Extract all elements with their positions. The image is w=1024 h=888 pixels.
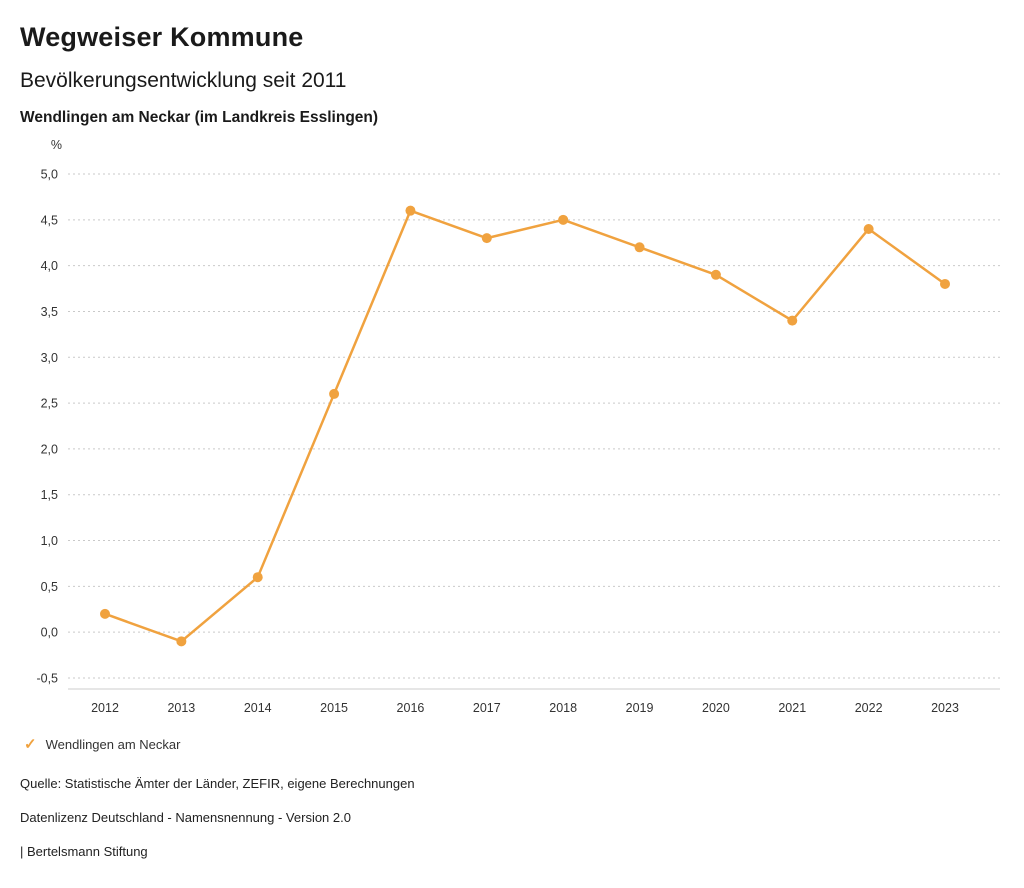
y-tick-label: 2,0 <box>41 442 58 456</box>
source-text: Quelle: Statistische Ämter der Länder, Z… <box>20 776 415 791</box>
y-axis-unit-label: % <box>51 138 62 152</box>
y-tick-label: 3,5 <box>41 305 58 319</box>
data-point[interactable] <box>863 223 874 234</box>
x-tick-label: 2022 <box>855 701 883 715</box>
y-tick-label: 1,0 <box>41 534 58 548</box>
data-point[interactable] <box>634 242 645 253</box>
x-tick-label: 2017 <box>473 701 501 715</box>
y-tick-label: 0,5 <box>41 580 58 594</box>
legend-label: Wendlingen am Neckar <box>45 737 181 752</box>
chart-header: Wegweiser Kommune Bevölkerungsentwicklun… <box>0 0 1024 127</box>
y-tick-label: -0,5 <box>36 672 58 686</box>
x-tick-label: 2013 <box>167 701 195 715</box>
data-point[interactable] <box>940 278 950 289</box>
y-tick-label: 2,5 <box>41 397 58 411</box>
data-point[interactable] <box>787 315 798 326</box>
series-line <box>103 209 947 643</box>
y-tick-label: 3,0 <box>41 351 58 365</box>
y-tick-label: 4,0 <box>41 259 58 273</box>
data-point[interactable] <box>252 572 263 583</box>
x-tick-label: 2018 <box>549 701 577 715</box>
data-point[interactable] <box>100 608 110 619</box>
data-point[interactable] <box>558 214 569 225</box>
data-point[interactable] <box>329 388 340 399</box>
data-point[interactable] <box>710 269 721 280</box>
y-tick-label: 4,5 <box>41 213 58 227</box>
data-point[interactable] <box>481 233 492 244</box>
y-tick-label: 5,0 <box>41 168 58 182</box>
license-text: Datenlizenz Deutschland - Namensnennung … <box>20 810 351 825</box>
x-tick-label: 2012 <box>91 701 119 715</box>
page-title: Wegweiser Kommune <box>20 22 304 52</box>
data-point[interactable] <box>405 205 416 216</box>
data-point[interactable] <box>176 636 187 647</box>
chart-footer: Quelle: Statistische Ämter der Länder, Z… <box>0 752 1024 859</box>
legend-item[interactable]: ✓ Wendlingen am Neckar <box>0 737 1024 752</box>
x-tick-label: 2023 <box>931 701 959 715</box>
x-tick-label: 2014 <box>244 701 272 715</box>
attribution-text: | Bertelsmann Stiftung <box>20 844 148 859</box>
chart-title: Bevölkerungsentwicklung seit 2011 <box>20 69 347 92</box>
x-tick-label: 2015 <box>320 701 348 715</box>
line-chart: % 5,0 4,5 4,0 3,5 3,0 2,5 2,0 1,5 1,0 0,5 0,0 -0,5 20… <box>0 129 1024 729</box>
series-check-icon: ✓ <box>24 736 37 753</box>
x-tick-label: 2021 <box>778 701 806 715</box>
x-tick-label: 2019 <box>626 701 654 715</box>
y-tick-label: 0,0 <box>41 626 58 640</box>
chart-subtitle-municipality: Wendlingen am Neckar (im Landkreis Essli… <box>20 109 379 126</box>
chart-svg: % 5,0 4,5 4,0 3,5 3,0 2,5 2,0 1,5 1,0 0,5 0,0 -0,5 20… <box>36 138 1000 715</box>
x-tick-label: 2016 <box>397 701 425 715</box>
y-tick-label: 1,5 <box>41 488 58 502</box>
x-tick-label: 2020 <box>702 701 730 715</box>
